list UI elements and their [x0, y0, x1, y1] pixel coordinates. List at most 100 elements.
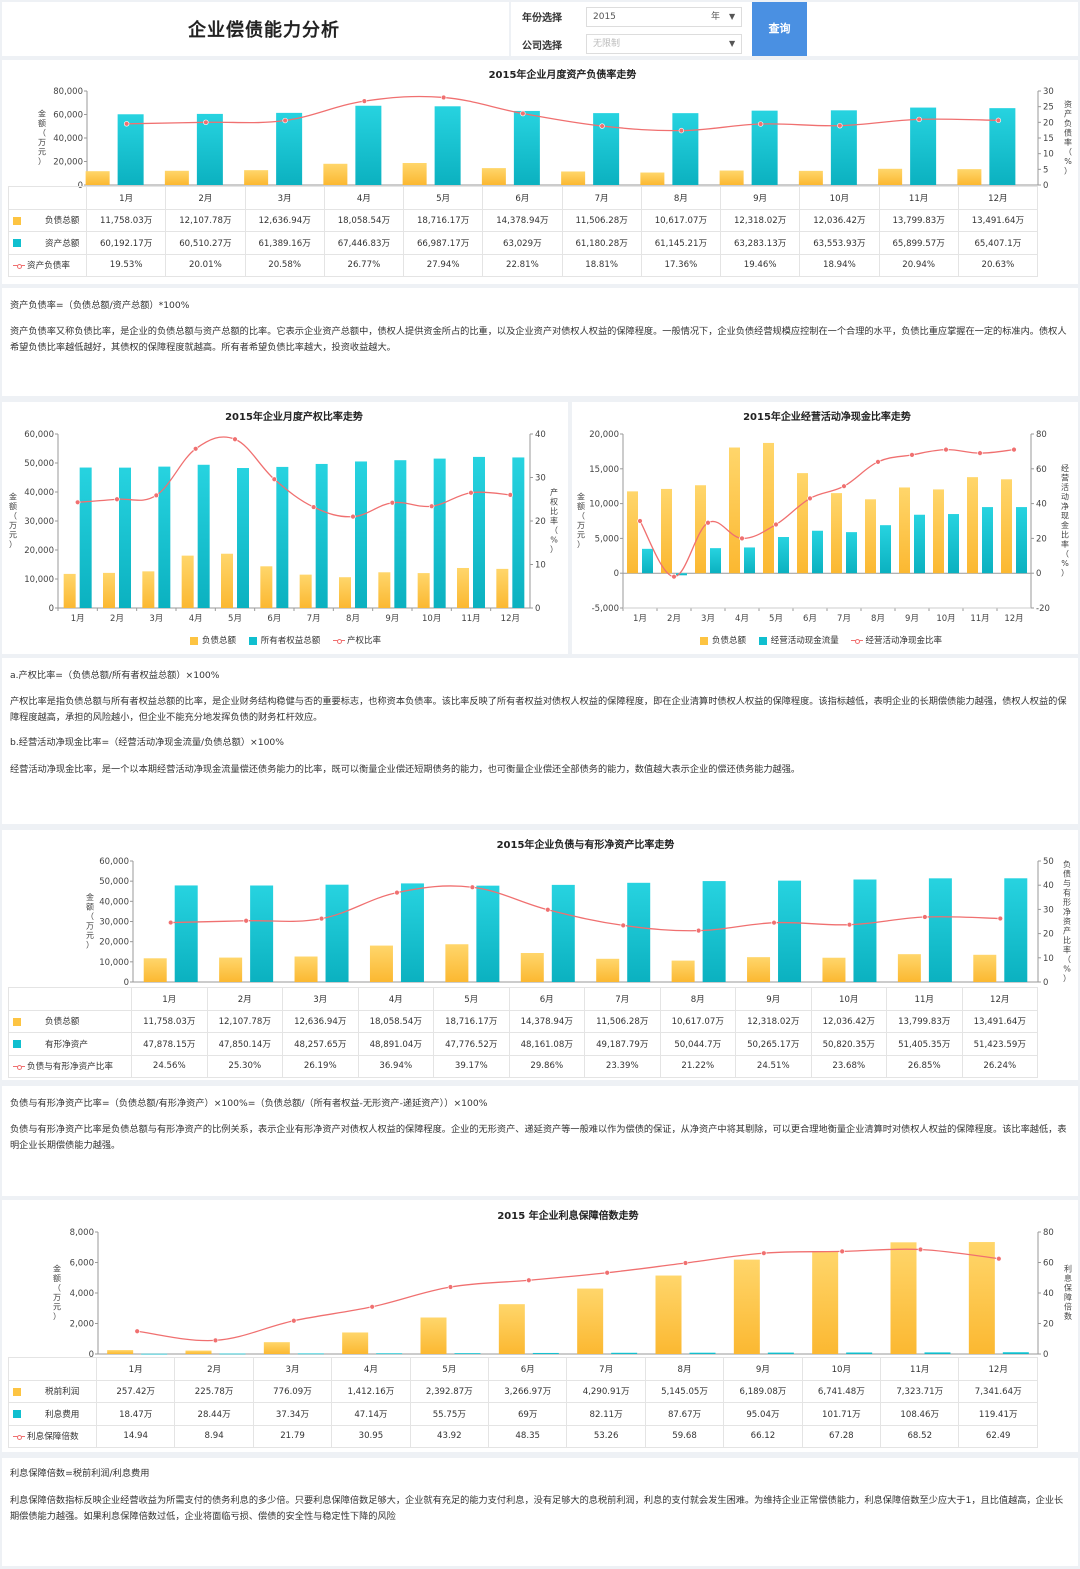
bar-liabilities [729, 447, 740, 574]
company-select[interactable]: 无限制 ▼ [586, 34, 742, 54]
table-cell: 53.26 [566, 1424, 646, 1448]
ratio-point [361, 98, 368, 104]
ratio-point [203, 119, 209, 126]
y2-tick-label: 40 [1036, 500, 1047, 510]
row-label: 资产总额 [8, 231, 87, 255]
header-panel: 企业偿债能力分析 [2, 2, 509, 56]
table-cell: 61,145.21万 [640, 231, 722, 255]
ratio-point [440, 94, 447, 101]
legend-cashflow: 经营活动现金流量 [758, 636, 839, 646]
bar-liabilities [323, 163, 348, 185]
year-select-value: 2015 [593, 12, 616, 22]
y2-tick-label: 60 [1043, 1259, 1054, 1269]
y2-tick-label: 0 [535, 604, 540, 614]
y2-axis-title: 权 [550, 496, 558, 506]
y-axis-title: 元 [9, 531, 17, 540]
y2-axis-title: 活 [1061, 482, 1069, 492]
table-cell: 14,378.94万 [508, 1009, 585, 1033]
y-tick-label: 8,000 [70, 1228, 94, 1238]
ratio-point [682, 1260, 689, 1266]
legend-swatch [13, 1017, 21, 1026]
chart-title: 2015年企业月度产权比率走势 [225, 410, 363, 423]
bar-equity [702, 881, 726, 982]
row-label-text: 税前利润 [45, 1387, 80, 1398]
y-tick-label: 30,000 [24, 517, 54, 527]
bar-assets [355, 105, 382, 185]
ratio-point [761, 1250, 767, 1256]
ratio-point [1011, 446, 1017, 453]
month-header: 12月 [958, 1357, 1038, 1381]
table-cell: 39.17% [433, 1054, 510, 1078]
bar-liabilities [445, 944, 469, 982]
month-header: 5月 [409, 1357, 490, 1381]
table-cell: 2,392.87万 [409, 1379, 490, 1403]
cash-ratio-desc: 经营活动净现金比率，是一个以本期经营活动净现金流量偿还债务能力的比率，既可以衡量… [10, 764, 801, 775]
legend-equity: 所有者权益总额 [248, 636, 320, 646]
y-axis-title: 元 [86, 931, 94, 940]
year-select[interactable]: 2015 年 ▼ [586, 7, 742, 27]
y2-axis-title: ） [550, 545, 558, 554]
ratio-point [282, 117, 288, 124]
ratio-point [839, 1248, 845, 1255]
y2-axis-title: 产 [550, 487, 558, 497]
y2-axis-title: 产 [1064, 109, 1072, 119]
y2-axis-title: （ [1061, 550, 1069, 559]
ratio-point [192, 446, 199, 452]
bar-liabilities [244, 170, 269, 185]
bar-assets [276, 112, 303, 185]
table-cell: 6,189.08万 [723, 1379, 803, 1403]
month-header: 2月 [165, 186, 246, 210]
interest-coverage-chart: 2015 年企业利息保障倍数走势 8,000 6,000 4,000 2,000 0 80 6… [53, 1209, 1072, 1360]
y2-tick-label: 10 [535, 561, 546, 571]
month-header: 7月 [561, 186, 642, 210]
x-tick-label: 8月 [871, 614, 885, 624]
month-header: 1月 [85, 186, 167, 210]
ratio-point [916, 116, 922, 123]
table-cell: 51,423.59万 [961, 1032, 1038, 1056]
bar-pretax-profit [420, 1317, 447, 1354]
bar-liabilities [695, 485, 706, 574]
ratio-point [291, 1318, 297, 1324]
table-cell: 50,044.7万 [659, 1032, 736, 1056]
y2-tick-label: 80 [1036, 430, 1047, 440]
table-cell: 60,192.17万 [85, 231, 167, 255]
month-header: 2月 [206, 987, 283, 1011]
y-tick-label: 60,000 [99, 857, 129, 867]
y2-axis-title: 保 [1064, 1283, 1072, 1293]
table-cell: 12,636.94万 [244, 208, 325, 232]
legend-swatch [13, 1410, 21, 1419]
y-tick-label: 10,000 [24, 575, 54, 585]
legend-line-marker [13, 1063, 25, 1071]
table-cell: 43.92 [409, 1424, 490, 1448]
y-axis-title: （ [577, 512, 585, 521]
bar-interest-expense [297, 1353, 324, 1355]
bar-liabilities [797, 473, 808, 574]
bar-cash-flow [676, 573, 687, 576]
bar-liabilities [798, 170, 823, 185]
x-tick-label: 4月 [189, 614, 203, 624]
table-cell: 13,491.64万 [957, 208, 1039, 232]
x-tick-label: 10月 [936, 614, 955, 624]
month-header: 5月 [402, 186, 484, 210]
y-tick-label: 60,000 [53, 111, 83, 121]
bar-equity [325, 884, 349, 982]
row-label-text: 资产总额 [45, 238, 80, 249]
ratio-line [137, 1248, 999, 1342]
bar-equity [473, 456, 485, 608]
legend-liab: 负债总额 [700, 636, 746, 646]
tangible-ratio-panel: 2015年企业负债与有形净资产比率走势 60,000 50,000 40,000 30,… [2, 830, 1078, 1080]
query-button[interactable]: 查询 [752, 2, 807, 56]
y2-axis-title: % [550, 535, 558, 544]
x-tick-label: 1月 [633, 614, 647, 624]
page-title: 企业偿债能力分析 [188, 20, 340, 41]
y-tick-label: 0 [614, 569, 619, 579]
bar-pretax-profit [812, 1251, 839, 1354]
interest-coverage-table: 1月 2月 3月 4月 5月 6月 7月 8月 9月 10月 11月 12月 税前利润 257.42万 22… [8, 1357, 1038, 1448]
bar-equity [79, 467, 92, 608]
table-cell: 26.85% [886, 1054, 963, 1078]
table-cell: 101.71万 [801, 1402, 882, 1426]
y2-tick-label: 5 [1043, 165, 1048, 175]
ratio-point [134, 1328, 140, 1334]
ratio-point [771, 919, 777, 926]
table-cell: 67.28 [801, 1424, 882, 1448]
